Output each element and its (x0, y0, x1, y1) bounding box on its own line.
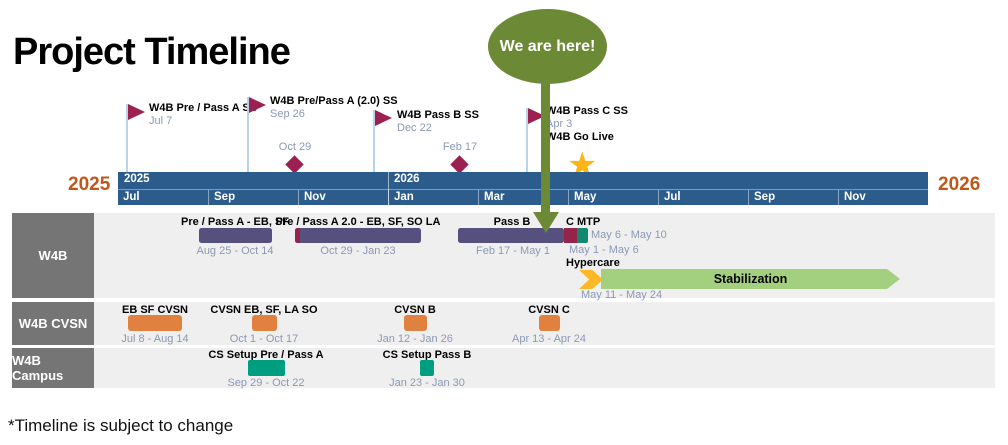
task-label: CS Setup Pass B (382, 349, 472, 361)
row-panel-w4b-campus (12, 348, 995, 388)
hypercare-bar (579, 270, 603, 289)
task-date: Jul 8 - Aug 14 (121, 333, 189, 345)
flag-icon (375, 110, 392, 126)
milestone-label: W4B Pre / Pass A SS (149, 102, 258, 114)
task-label: CS Setup Pre / Pass A (208, 349, 324, 361)
axis-month-cell: Sep (208, 190, 298, 206)
task-label: Hypercare (566, 257, 620, 269)
milestone-label: W4B Pass B SS (397, 109, 479, 121)
we-are-here-callout: We are here! (488, 9, 607, 84)
row-label: W4B Campus (12, 348, 94, 388)
axis-month-cell: Nov (838, 190, 928, 206)
task-date: May 6 - May 10 (591, 229, 667, 241)
milestone-pole (126, 104, 128, 172)
diamond-icon (450, 155, 469, 174)
task-bar-segment-mtp (577, 228, 588, 243)
axis-month-cell: Mar (478, 190, 568, 206)
page-title: Project Timeline (13, 31, 291, 73)
flag-icon (249, 97, 266, 113)
milestone-date: Apr 3 (546, 118, 573, 130)
axis-month-row: Jul Sep Nov Jan Mar May Jul Sep Nov (118, 189, 928, 206)
footnote: *Timeline is subject to change (8, 416, 234, 435)
row-label: W4B CVSN (12, 302, 94, 345)
axis-year-left: 2025 (68, 174, 111, 195)
task-date: Oct 1 - Oct 17 (229, 333, 299, 345)
task-label: CVSN C (528, 304, 570, 316)
row-label: W4B (12, 213, 94, 298)
timeline-axis: 2025 2026 Jul Sep Nov Jan Mar May Jul Se… (118, 172, 928, 206)
task-date: Aug 25 - Oct 14 (196, 245, 274, 257)
task-bar-segment-c (564, 228, 577, 243)
axis-month-cell: Nov (298, 190, 388, 206)
diamond-icon (285, 155, 304, 174)
milestone-label: W4B Go Live (546, 131, 614, 143)
axis-year-cell: 2025 (124, 173, 150, 185)
task-date: Jan 12 - Jan 26 (377, 333, 453, 345)
milestone-date: Sep 26 (270, 108, 305, 120)
task-bar (128, 315, 182, 331)
axis-month-cell: Jan (388, 190, 478, 206)
flag-icon (128, 104, 145, 120)
axis-month-cell: Jul (123, 191, 140, 203)
task-bar (295, 228, 421, 243)
milestone-date: Dec 22 (397, 122, 432, 134)
task-bar (248, 360, 285, 376)
task-label: CVSN EB, SF, LA SO (210, 304, 318, 316)
axis-year-divider (388, 172, 389, 205)
axis-year-cell: 2026 (394, 173, 420, 185)
milestone-date: Feb 17 (442, 141, 478, 153)
task-bar-accent (295, 228, 300, 243)
task-bar (404, 315, 427, 331)
flag-icon (528, 108, 545, 124)
task-date: Sep 29 - Oct 22 (227, 377, 305, 389)
stabilization-bar: Stabilization (601, 269, 900, 289)
task-bar (539, 315, 560, 331)
task-date: May 11 - May 24 (581, 289, 663, 301)
axis-month-cell: Jul (658, 190, 748, 206)
milestone-label: W4B Pass C SS (546, 105, 628, 117)
milestone-pole (373, 110, 375, 172)
we-are-here-label: We are here! (499, 37, 596, 55)
milestone-date: Oct 29 (278, 141, 312, 153)
milestone-date: Jul 7 (149, 115, 173, 127)
milestone-label: W4B Pre/Pass A (2.0) SS (270, 95, 398, 107)
axis-year-right: 2026 (938, 174, 981, 195)
task-bar (252, 315, 277, 331)
task-label: CVSN B (394, 304, 436, 316)
we-are-here-stem (541, 80, 550, 213)
task-label: Pre / Pass A - EB, SF (180, 216, 290, 228)
axis-month-cell: May (568, 190, 658, 206)
task-date: Jan 23 - Jan 30 (389, 377, 465, 389)
task-date: Oct 29 - Jan 23 (320, 245, 396, 257)
task-label: EB SF CVSN (121, 304, 189, 316)
arrow-down-icon (533, 212, 559, 233)
task-bar (420, 360, 434, 376)
task-label: Pass B (493, 216, 531, 228)
task-date: Apr 13 - Apr 24 (512, 333, 586, 345)
task-date: May 1 - May 6 (569, 244, 639, 256)
task-bar (199, 228, 272, 243)
task-label: Stabilization (713, 272, 788, 286)
milestone-pole (526, 108, 528, 172)
task-label: C MTP (566, 216, 601, 228)
task-label: Pre / Pass A 2.0 - EB, SF, SO LA (275, 216, 441, 228)
axis-month-cell: Sep (748, 190, 838, 206)
task-date: Feb 17 - May 1 (476, 245, 550, 257)
milestone-pole (247, 97, 249, 172)
